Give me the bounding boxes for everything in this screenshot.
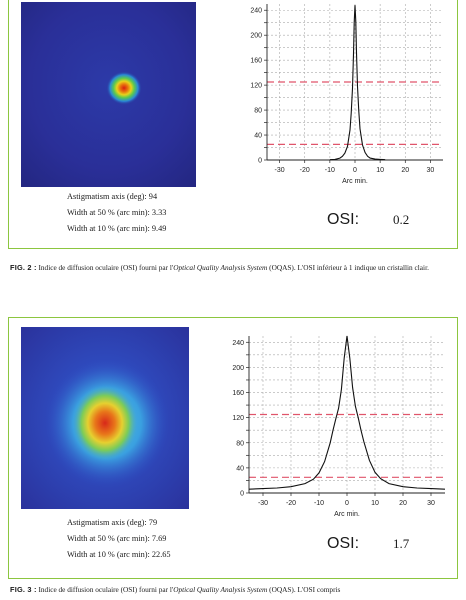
caption-text-after: (OQAS). L'OSI inférieur à 1 indique un c… <box>267 263 429 272</box>
caption-text-before: Indice de diffusion oculaire (OSI) fourn… <box>36 585 174 594</box>
astigmatism-axis: Astigmatism axis (deg): 94 <box>67 192 158 201</box>
psf-image <box>21 327 189 509</box>
caption-label: FIG. 2 : <box>10 263 37 272</box>
y-tick-label: 120 <box>232 415 244 422</box>
osi-label: OSI: <box>327 211 360 228</box>
figure-3-caption: FIG. 3 : Indice de diffusion oculaire (O… <box>10 584 460 596</box>
caption-text-after: (OQAS). L'OSI compris <box>267 585 341 594</box>
osi-value: 0.2 <box>393 212 410 227</box>
width-10: Width at 10 % (arc min): 9.49 <box>67 224 167 233</box>
y-tick-label: 240 <box>232 340 244 347</box>
measurement-list: Astigmatism axis (deg): 79 Width at 50 %… <box>67 518 171 567</box>
x-tick-label: -10 <box>325 167 335 174</box>
caption-label: FIG. 3 : <box>10 585 37 594</box>
y-tick-label: 0 <box>258 158 262 165</box>
y-tick-label: 160 <box>250 58 262 65</box>
x-tick-label: -30 <box>258 500 268 507</box>
x-tick-label: 0 <box>345 500 349 507</box>
figure-2-caption: FIG. 2 : Indice de diffusion oculaire (O… <box>10 262 460 274</box>
figure-2-panel: 0 40 80 120 160 200 240 -30 -20 -10 0 10 20 30 Arc min… <box>8 0 458 249</box>
y-tick-label: 200 <box>232 365 244 372</box>
psf-profile-chart: 0 40 80 120 160 200 240 -30 -20 -10 0 10 20 30 Arc min… <box>232 335 446 518</box>
x-tick-label: 30 <box>427 167 435 174</box>
x-tick-label: 0 <box>353 167 357 174</box>
caption-system-name: Optical Quality Analysis System <box>173 263 268 272</box>
x-axis-label: Arc min. <box>334 511 360 518</box>
x-tick-label: 20 <box>401 167 409 174</box>
y-tick-label: 120 <box>250 83 262 90</box>
osi-value: 1.7 <box>393 536 410 551</box>
y-tick-label: 0 <box>240 491 244 498</box>
x-axis-label: Arc min. <box>342 178 368 185</box>
caption-text-before: Indice de diffusion oculaire (OSI) fourn… <box>36 263 174 272</box>
series-line <box>248 335 446 490</box>
x-tick-label: 10 <box>371 500 379 507</box>
x-tick-label: 30 <box>427 500 435 507</box>
width-10: Width at 10 % (arc min): 22.65 <box>67 550 171 559</box>
y-tick-label: 80 <box>236 440 244 447</box>
astigmatism-axis: Astigmatism axis (deg): 79 <box>67 518 158 527</box>
width-50: Width at 50 % (arc min): 3.33 <box>67 208 167 217</box>
y-tick-label: 160 <box>232 390 244 397</box>
osi-label: OSI: <box>327 535 360 552</box>
x-tick-label: -30 <box>275 167 285 174</box>
width-50: Width at 50 % (arc min): 7.69 <box>67 534 167 543</box>
y-tick-label: 200 <box>250 33 262 40</box>
x-tick-label: -10 <box>314 500 324 507</box>
y-tick-label: 240 <box>250 8 262 15</box>
x-tick-label: 10 <box>376 167 384 174</box>
osi-readout: OSI: 1.7 <box>327 535 409 553</box>
figure-3-panel: 0 40 80 120 160 200 240 -30 -20 -10 0 10 20 30 Arc min… <box>8 317 458 579</box>
y-tick-label: 80 <box>254 108 262 115</box>
caption-system-name: Optical Quality Analysis System <box>173 585 268 594</box>
y-tick-label: 40 <box>254 133 262 140</box>
x-tick-label: -20 <box>300 167 310 174</box>
psf-image <box>21 2 196 187</box>
x-tick-label: -20 <box>286 500 296 507</box>
psf-profile-chart: 0 40 80 120 160 200 240 -30 -20 -10 0 10 20 30 Arc min… <box>250 4 443 185</box>
y-tick-label: 40 <box>236 465 244 472</box>
osi-readout: OSI: 0.2 <box>327 211 409 229</box>
series-line <box>329 5 386 161</box>
measurement-list: Astigmatism axis (deg): 94 Width at 50 %… <box>67 192 167 241</box>
x-tick-label: 20 <box>399 500 407 507</box>
